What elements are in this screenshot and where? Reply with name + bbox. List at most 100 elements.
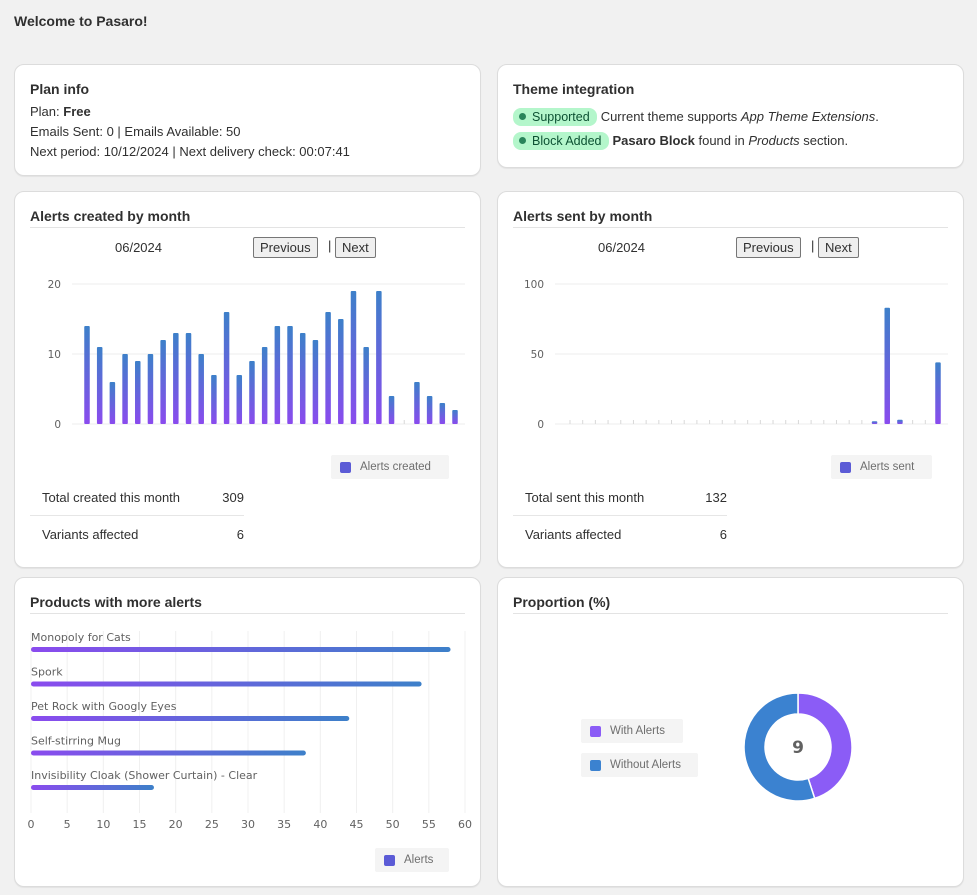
- theme-integration-card: Theme integration Supported Current theme…: [497, 64, 964, 168]
- bar: [274, 326, 281, 424]
- y-tick-label: 50: [531, 349, 544, 361]
- alerts-sent-legend-label: Alerts sent: [860, 461, 915, 473]
- bar: [338, 319, 344, 424]
- page-title: Welcome to Pasaro!: [14, 13, 148, 29]
- stats-row: Variants affected 6: [513, 516, 727, 553]
- plan-line: Plan: Free: [30, 104, 91, 119]
- legend-swatch-icon: [590, 725, 601, 737]
- x-tick-label: 0: [28, 818, 35, 831]
- alerts-created-month: 06/2024: [115, 240, 162, 255]
- stats-label: Variants affected: [525, 527, 622, 542]
- bar: [325, 312, 331, 424]
- stats-value: 6: [719, 527, 727, 542]
- block-text: found in: [694, 133, 749, 148]
- product-label: Monopoly for Cats: [31, 631, 131, 644]
- bar: [299, 333, 306, 424]
- stats-value: 132: [705, 489, 727, 505]
- plan-info-card: Plan info Plan: Free Emails Sent: 0 | Em…: [14, 64, 481, 176]
- stats-row: Variants affected 6: [30, 516, 244, 553]
- block-name: Pasaro Block: [612, 133, 695, 148]
- plan-label: Plan:: [30, 104, 64, 119]
- y-tick-label: 0: [537, 419, 544, 431]
- alerts-created-legend-label: Alerts created: [360, 461, 431, 473]
- bar: [261, 347, 268, 424]
- block-added-badge: Block Added: [513, 132, 609, 150]
- proportion-donut-chart: 9: [743, 692, 853, 802]
- supported-badge-label: Supported: [532, 110, 590, 124]
- x-tick-label: 25: [205, 818, 219, 831]
- bar: [350, 291, 357, 424]
- bar: [122, 354, 128, 424]
- legend-swatch-icon: [840, 461, 851, 473]
- product-label: Pet Rock with Googly Eyes: [31, 700, 177, 713]
- x-tick-label: 40: [313, 818, 327, 831]
- legend-swatch-icon: [384, 854, 395, 866]
- bar: [31, 647, 451, 652]
- alerts-created-card: Alerts created by month 06/2024 Previous…: [14, 191, 481, 568]
- alerts-sent-next-button[interactable]: Next: [818, 237, 859, 258]
- alerts-sent-previous-button[interactable]: Previous: [736, 237, 801, 258]
- products-chart: 0 5 10 15 20 25 30 35 40 45 50 55 60 Monopoly for Cat…: [28, 631, 472, 831]
- y-tick-label: 0: [54, 419, 61, 431]
- x-tick-label: 50: [386, 818, 400, 831]
- products-card: Products with more alerts 0 5 10 15 20 25 30 35…: [14, 577, 481, 887]
- product-label: Self-stirring Mug: [31, 735, 121, 748]
- proportion-legend-with[interactable]: With Alerts: [581, 719, 683, 743]
- emails-line: Emails Sent: 0 | Emails Available: 50: [30, 124, 241, 139]
- bar: [211, 375, 217, 424]
- alerts-created-legend[interactable]: Alerts created: [331, 455, 449, 479]
- alerts-sent-separator: |: [811, 238, 815, 253]
- bar: [223, 312, 230, 424]
- alerts-created-separator: |: [328, 238, 332, 253]
- bar: [452, 410, 458, 424]
- products-legend-label: Alerts: [404, 854, 434, 866]
- x-tick-label: 35: [277, 818, 291, 831]
- stats-value: 309: [222, 489, 244, 505]
- x-tick-label: 45: [350, 818, 364, 831]
- bar: [31, 681, 422, 687]
- bar: [426, 396, 433, 424]
- products-legend[interactable]: Alerts: [375, 848, 449, 872]
- alerts-sent-title: Alerts sent by month: [513, 208, 948, 228]
- bar: [414, 382, 420, 424]
- x-tick-label: 30: [241, 818, 255, 831]
- x-tick-label: 15: [133, 818, 147, 831]
- bar: [236, 375, 243, 424]
- x-tick-label: 10: [96, 818, 110, 831]
- stats-value: 6: [236, 527, 244, 542]
- bar: [84, 326, 90, 424]
- bar: [31, 750, 306, 756]
- status-dot-icon: [519, 137, 526, 145]
- bar: [935, 362, 941, 424]
- stats-label: Total created this month: [42, 489, 181, 505]
- alerts-created-title: Alerts created by month: [30, 208, 465, 228]
- alerts-sent-legend[interactable]: Alerts sent: [831, 455, 932, 479]
- alerts-created-chart: 0 10 20: [48, 279, 465, 431]
- block-section: Products: [748, 133, 800, 148]
- proportion-legend-without-label: Without Alerts: [610, 759, 681, 771]
- stats-label: Variants affected: [42, 527, 139, 542]
- x-tick-label: 60: [458, 818, 472, 831]
- bar: [871, 421, 878, 424]
- block-text-end: section.: [799, 133, 849, 148]
- block-added-badge-label: Block Added: [532, 134, 602, 148]
- alerts-created-previous-button[interactable]: Previous: [253, 237, 318, 258]
- products-title: Products with more alerts: [30, 594, 465, 614]
- donut-center-value: 9: [792, 738, 804, 758]
- alerts-created-stats: Total created this month 309 Variants af…: [30, 479, 244, 553]
- bar: [31, 785, 154, 790]
- x-tick-label: 5: [64, 818, 71, 831]
- legend-swatch-icon: [340, 461, 351, 473]
- period-line: Next period: 10/12/2024 | Next delivery …: [30, 144, 350, 159]
- bar: [376, 291, 382, 424]
- bar: [897, 419, 903, 424]
- x-tick-label: 55: [422, 818, 436, 831]
- bar: [249, 361, 255, 424]
- bar: [96, 347, 103, 424]
- alerts-created-next-button[interactable]: Next: [335, 237, 376, 258]
- theme-integration-title: Theme integration: [513, 81, 635, 97]
- bar: [109, 382, 116, 424]
- stats-row: Total created this month 309: [30, 479, 244, 516]
- supported-badge: Supported: [513, 108, 597, 126]
- proportion-legend-without[interactable]: Without Alerts: [581, 753, 698, 777]
